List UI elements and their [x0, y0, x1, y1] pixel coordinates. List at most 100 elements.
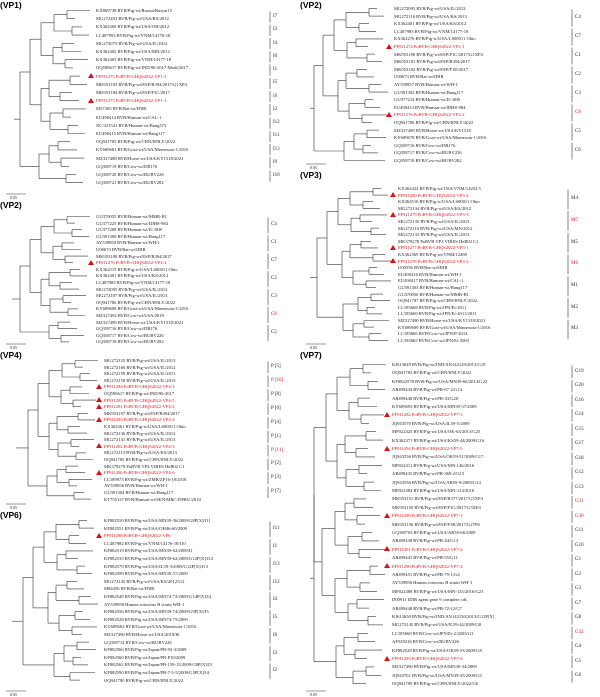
- clade-label: I6: [273, 632, 278, 638]
- tree-leaf-label: MZ327490 RVB/Horse-wt/USA/KY1518/2021: [398, 318, 486, 323]
- tree-leaf-label: JQ943556 RVB/Pig-wt/USA/AR59-9/2009/G14: [392, 479, 481, 485]
- tree-leaf-label: MK953156 RVB/Pig-wt/ESP/P1B/2017/G27P6: [392, 521, 480, 527]
- panel-vp7: (VP7) KJ613649 RVB/Pig-wt/IND/AN142129/20…: [300, 350, 600, 697]
- tree-leaf-label: MK953197 RVB/Pig-wt/ESP/B394/2017: [104, 410, 180, 416]
- clade-label: G3: [575, 586, 582, 592]
- tree-leaf-label: GU377225 RVB/Human-wt/IDHS-984: [96, 220, 168, 226]
- scale-bar-label: 0.05: [310, 691, 317, 697]
- tree-leaf-label: MK953182 RVB/Pig-wt/ESP/P1D/2017: [394, 66, 469, 72]
- clade-label: M1: [571, 283, 578, 289]
- tree-leaf-label: MG272166 RVB/Pig-wt/USA/IL/2012: [104, 364, 176, 370]
- panel-vp2-top: (VP2) MG272095 RVB/Pig-wt/USA/IL/2012 MG27…: [300, 0, 600, 170]
- tree-leaf-label: FP911290 PoRVB-GHQS2022-VP7-4: [392, 563, 463, 569]
- tree-leaf-label: KF882528 RVB/Pig-wt/USA/MN74-75/2009: [104, 616, 188, 622]
- tree-leaf-label: FP911280 PoRVB-GHQS2022-VP3-4: [398, 192, 469, 198]
- tree-leaf-label: KY689678 RVB/Goat-wt/USA/Minnesota-1/201…: [394, 135, 487, 141]
- clade-label: M3: [571, 326, 578, 332]
- panel-title: (VP7): [300, 350, 322, 360]
- tree-leaf-label: EU490416 RVB/Human-wt/WH-1: [398, 271, 462, 277]
- clade-label: M5: [571, 239, 578, 245]
- tree-leaf-label: OQ941787 RVB/Pig-wt/CHN/HNLY/2022: [398, 298, 478, 304]
- tree-leaf-label: MG272159 RVB/Pig-wt/USA/IL/2013: [104, 371, 176, 377]
- tree-leaf-label: MG272125 RVB/Pig-wt/USA/IL/2013: [104, 358, 176, 363]
- scale-bar-label: 0.05: [10, 344, 17, 350]
- highlight-marker-icon: [384, 655, 390, 661]
- tree-leaf-label: LC185669 RVB/Pig-wt/JPN/Ei-2011/2011: [398, 311, 477, 317]
- tree-leaf-label: GQ358720 RVB/Cow-wt/RUBV226: [96, 172, 164, 177]
- tree-leaf-label: NC 021541 RVB/Human-wt/Bang373: [96, 122, 167, 128]
- tree-leaf-label: FP911274 PoRVB-GHQS2022-VP2-1: [394, 44, 465, 49]
- tree-leaf-label: AY539856 RVB/Human-wt/WH-1: [104, 483, 168, 489]
- clade-label: C3: [575, 91, 581, 96]
- tree-leaf-label: AB499438 RVB/Pig-wt/PB-44/G13: [392, 538, 459, 544]
- tree-leaf-label: KX362403 RVB/Pig-wt/VNM/14177-18: [96, 57, 172, 63]
- panel-vp4: (VP4) MG272125 RVB/Pig-wt/USA/IL/2013 MG27…: [0, 350, 300, 510]
- panel-title: (VP2): [300, 0, 322, 10]
- tree-leaf-label: OQ941785 RVB/Pig-wt/CHN/HNLY/2022: [104, 457, 184, 462]
- tree-leaf-label: MK379278 PoRVB VP3 VIRES HeB02 C1: [398, 238, 479, 244]
- highlight-marker-icon: [96, 469, 102, 475]
- phylogenetic-tree: [6, 10, 271, 195]
- tree-leaf-label: AY539856 Human rotavirus B strain WH-1: [392, 580, 473, 586]
- tree-leaf-label: U00673 RVB/Rat-wt/IDIR: [96, 247, 146, 252]
- tree-leaf-label: MK953184 RVB/Pig-wt/ESP/P1C/2017: [96, 90, 170, 95]
- tree-leaf-label: LC487982 RVB/Pig-wt/VNM/14176-18/I10: [104, 540, 186, 546]
- tree-leaf-label: GQ358718 RVB/Cow-wt/RUBV282: [394, 158, 462, 163]
- highlight-marker-icon: [96, 443, 102, 449]
- tree-leaf-label: GQ358716 RVB/Cow-wt/DB176: [96, 326, 158, 332]
- clade-label: G30: [575, 513, 584, 519]
- tree-leaf-label: AB499448 RVB/Pig-wt/PB-33/G20: [392, 395, 459, 401]
- highlight-marker-icon: [96, 397, 102, 403]
- tree-leaf-label: LC487993 RVB/Pig-wt/VNM/14176-18: [96, 32, 171, 38]
- tree-leaf-label: AB499435 RVB/Pig-wt/PB-369-2/G15: [392, 471, 465, 477]
- scale-bar-label: 0.05: [310, 164, 317, 170]
- clade-label: P [2]: [271, 461, 281, 467]
- tree-leaf-label: FP911275 PoRVB-GHQS2022-VP1-2: [96, 73, 167, 79]
- tree-leaf-label: KF882562 RVB/Pig-wt/Japan/PB-158-15/2009…: [104, 662, 212, 668]
- panel-title: (VP6): [0, 510, 22, 520]
- clade-label: G10: [575, 542, 584, 548]
- clade-label: G1: [575, 557, 582, 563]
- clade-label: I13: [273, 146, 280, 152]
- tree-leaf-label: KX362369 RVB/Pig-wt/USA/OH/2012: [96, 24, 170, 30]
- clade-label: P [4]: [271, 419, 281, 425]
- tree-leaf-label: U00556 RVB/Rat-wt/IDIR: [398, 265, 448, 271]
- clade-label: M7: [571, 218, 578, 224]
- tree-leaf-label: KX362401 RVB/Pig-wt/USA/KS/2012: [96, 273, 169, 279]
- tree-leaf-label: MF022384 RVB/Pig-wt/USA/MN-124/2016: [392, 488, 475, 493]
- clade-label: I5: [273, 80, 278, 86]
- clade-label: I3: [273, 650, 278, 656]
- tree-leaf-label: JQ943556 RVB/Pig-wt/USA/OK59-51/2009/G17: [392, 454, 484, 460]
- tree-leaf-label: MZ327496 RVB/Pig-wt/USA/MN39-34/2009: [392, 664, 477, 670]
- scale-bar-label: 0.05: [10, 194, 17, 200]
- clade-label: P [11]: [271, 447, 283, 453]
- tree-leaf-label: KF882551 RVB/Pig-wt/USA/OH46-60/2009: [104, 525, 187, 531]
- tree-leaf-label: AY539857 RVB/Human-wt/WH-1: [394, 82, 458, 87]
- tree-leaf-label: M84456 RVB/Rat-wt/IDIR: [104, 586, 155, 592]
- clade-label: C4: [575, 15, 581, 20]
- tree-leaf-label: KY689699 RVB/Goat-wt/USA/Minnesota-1/201…: [398, 324, 491, 330]
- tree-leaf-label: KY689663 RVB/Goat-wt/USA/Minnesota-1/201…: [104, 624, 197, 630]
- clade-label: G8: [575, 615, 582, 621]
- tree-leaf-label: AB499448 RVB/Pig-wt/PB-72-12/G7: [392, 605, 462, 611]
- tree-leaf-label: MG272493 RVB/Pig-wt/USA/RS/2012: [96, 16, 169, 22]
- tree-leaf-label: KX362276 RVB/Pig-tc/USA/LS00011 Ohio: [394, 36, 476, 42]
- clade-label: M6: [571, 261, 578, 267]
- tree-leaf-label: MG272145 RVB/Pig-wt/USA/KS/2012/I12: [104, 578, 185, 584]
- tree-leaf-label: GU377214 RVB/Human-wt/IC-008: [394, 97, 460, 103]
- tree-leaf-label: GU391304 RVB/Human-wt/Bang117: [104, 490, 174, 495]
- clade-label: C2: [575, 72, 581, 77]
- tree-leaf-label: GQ358703 RVB/Pig-wt/USA/AR59-66/2009: [392, 530, 476, 535]
- tree-leaf-label: OQ941783 RVB/Pig-wt/CHN/HNLY/2022: [392, 370, 472, 376]
- tree-leaf-label: M57365 RVB/Rat-wt/IDIR: [96, 106, 147, 112]
- clade-label: I6: [273, 53, 278, 59]
- tree-leaf-label: KX869738 RVB/Pig-wt/Russia/Buryat15: [96, 8, 173, 13]
- tree-leaf-label: MG272075 RVB/Pig-wt/USA/IL/2012: [96, 40, 168, 46]
- highlight-marker-icon: [96, 403, 102, 409]
- clade-label: G5: [575, 658, 582, 664]
- tree-leaf-label: MG272133 RVB/Pig-wt/USA/IL/2013: [398, 232, 470, 238]
- clade-label: I2: [273, 106, 278, 112]
- tree-leaf-label: MG272095 RVB/Pig-wt/USA/IL/2012: [394, 6, 466, 11]
- clade-label: I1: [273, 67, 278, 73]
- clade-label: I12: [273, 120, 280, 126]
